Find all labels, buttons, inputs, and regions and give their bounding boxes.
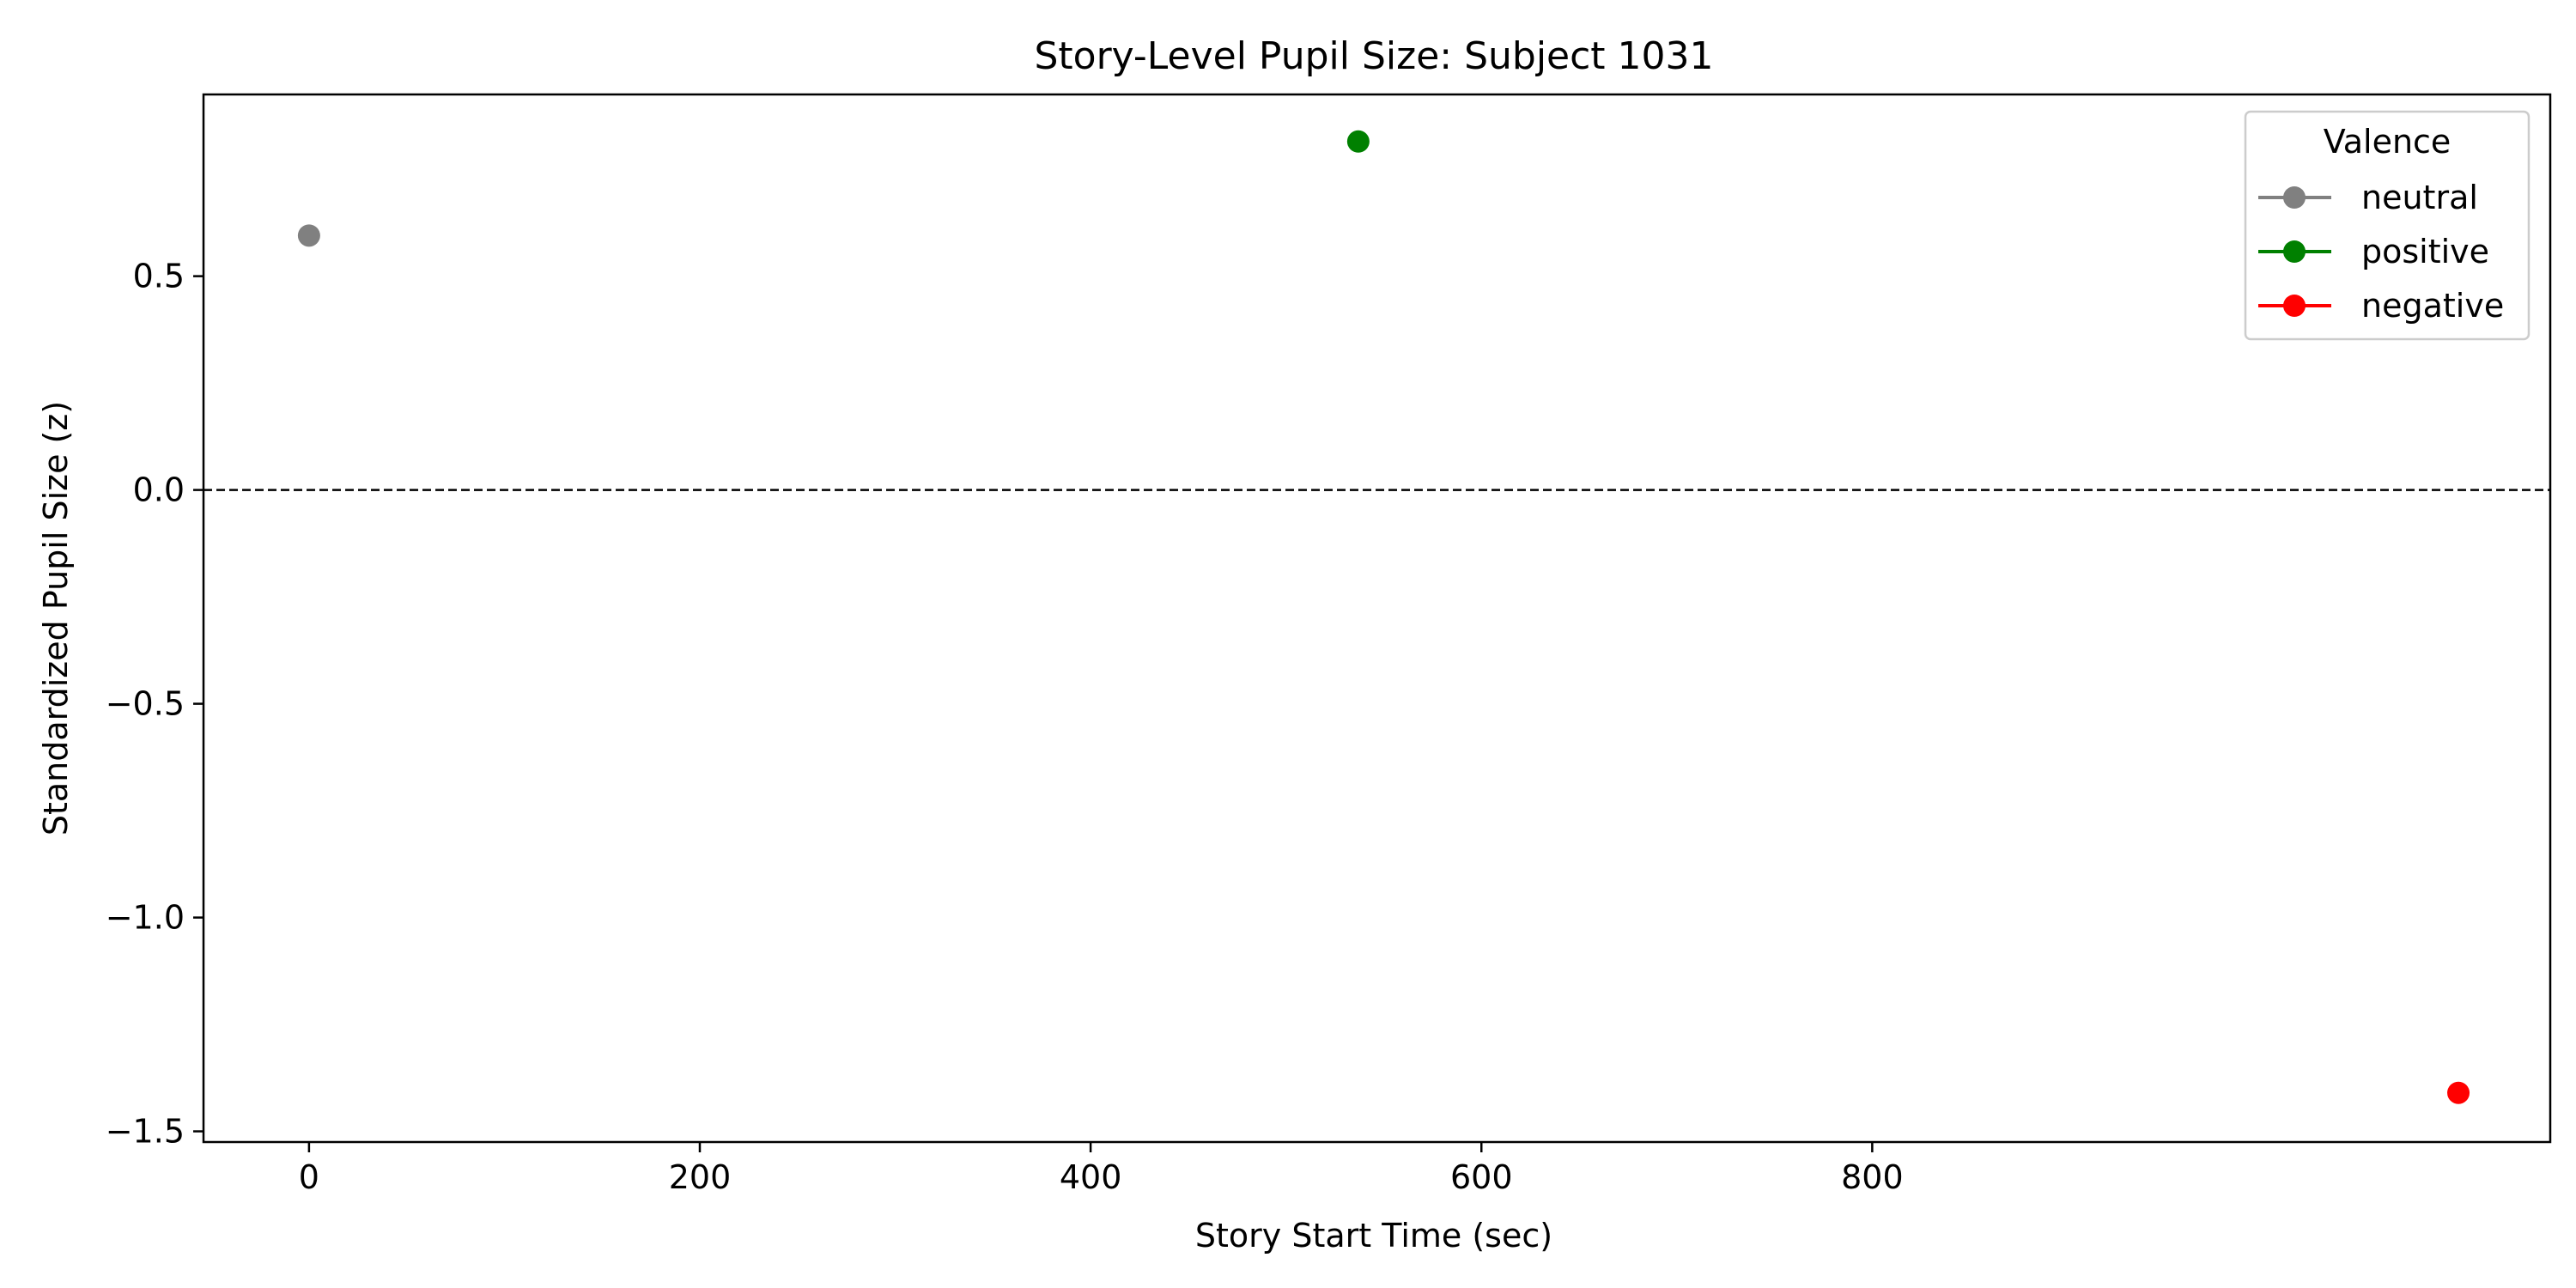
x-tick-label: 200 xyxy=(669,1158,732,1196)
legend-label-neutral: neutral xyxy=(2361,179,2478,216)
x-tick-label: 600 xyxy=(1450,1158,1513,1196)
y-tick-label: 0.5 xyxy=(133,258,185,295)
y-tick-label: −1.0 xyxy=(106,899,185,937)
legend-marker-positive xyxy=(2283,240,2306,263)
y-axis-label: Standardized Pupil Size (z) xyxy=(37,401,75,835)
x-axis-ticks: 0 200 400 600 800 xyxy=(299,1142,1904,1196)
y-tick-label: −0.5 xyxy=(106,685,185,723)
data-point-positive xyxy=(1346,130,1370,153)
y-axis-ticks: 0.5 0.0 −0.5 −1.0 −1.5 xyxy=(106,258,204,1151)
legend: Valence neutral positive negative xyxy=(2244,110,2530,341)
x-tick-label: 400 xyxy=(1060,1158,1122,1196)
legend-title: Valence xyxy=(2324,123,2451,161)
legend-entries: neutral positive negative xyxy=(2258,179,2504,325)
legend-marker-negative xyxy=(2283,295,2306,317)
x-tick-label: 800 xyxy=(1841,1158,1904,1196)
data-points xyxy=(297,130,2470,1104)
data-point-negative xyxy=(2447,1081,2470,1104)
data-point-neutral xyxy=(297,224,320,247)
chart-title: Story-Level Pupil Size: Subject 1031 xyxy=(1034,34,1713,78)
plot-frame xyxy=(202,93,2552,1144)
y-tick-label: 0.0 xyxy=(133,471,185,509)
x-axis-label: Story Start Time (sec) xyxy=(1195,1217,1552,1255)
y-tick-label: −1.5 xyxy=(106,1113,185,1151)
legend-label-positive: positive xyxy=(2361,233,2489,270)
legend-marker-neutral xyxy=(2283,186,2306,209)
legend-box xyxy=(2244,110,2530,341)
x-tick-label: 0 xyxy=(299,1158,319,1196)
legend-label-negative: negative xyxy=(2361,287,2504,325)
